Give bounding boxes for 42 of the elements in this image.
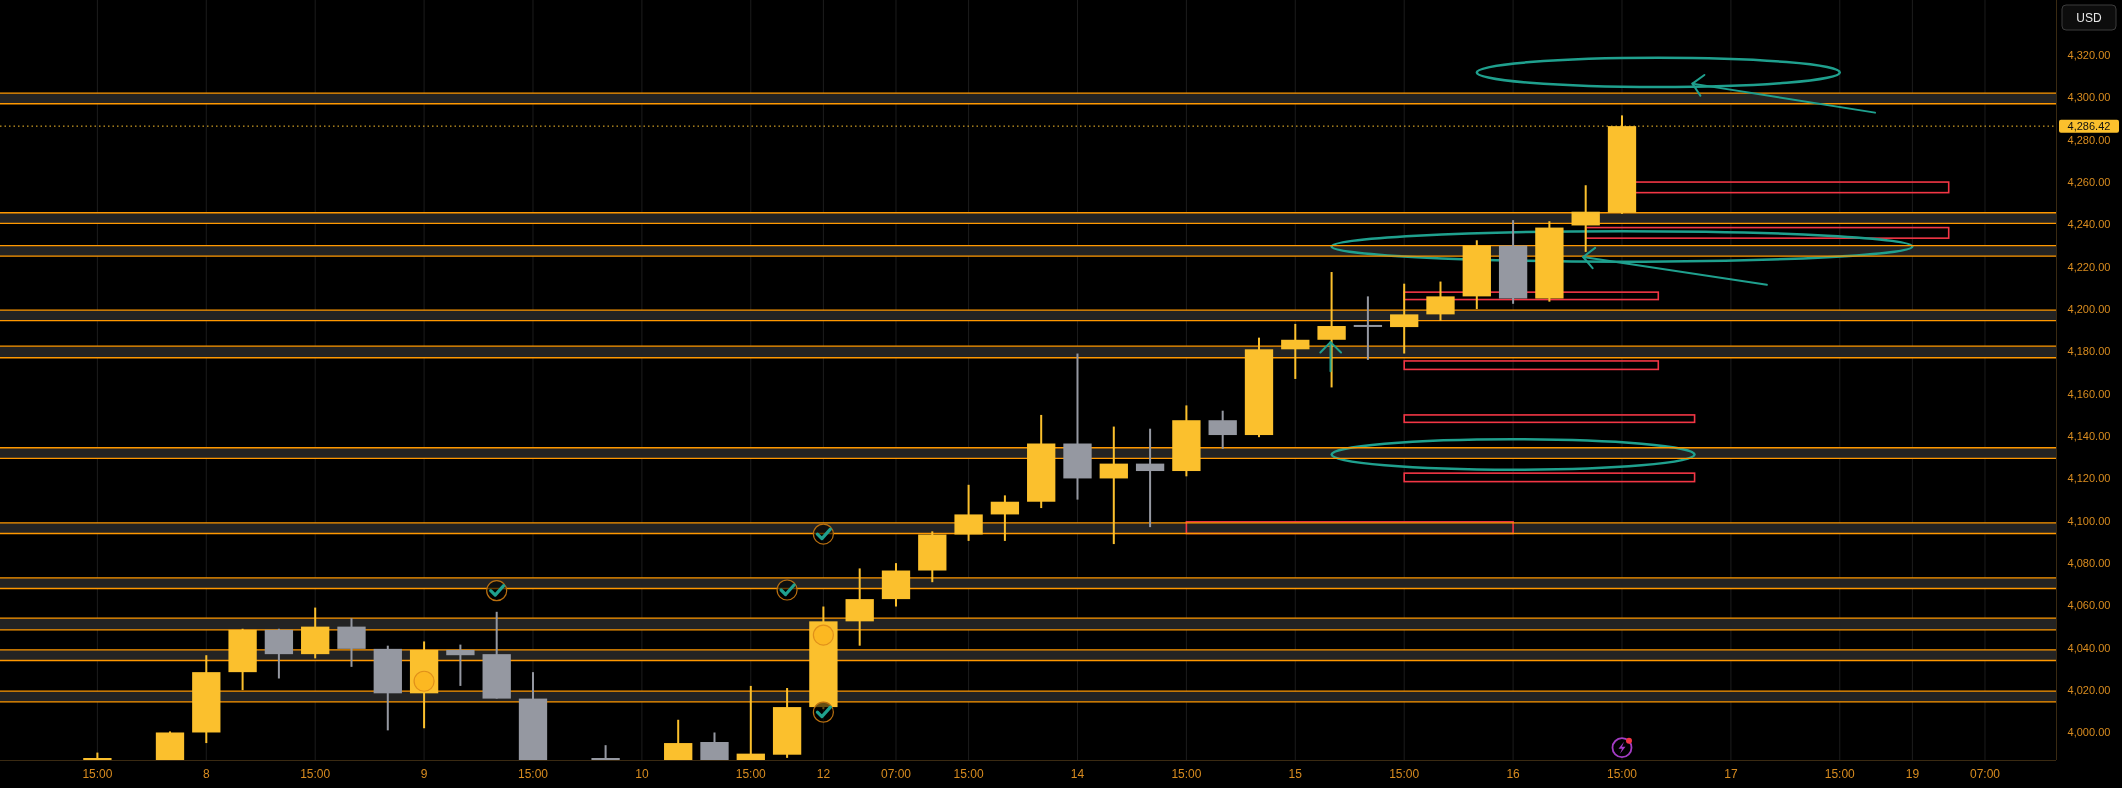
y-tick-label: 4,260.00 — [2067, 175, 2111, 188]
x-tick-label: 15:00 — [300, 767, 331, 781]
x-tick-label: 15:00 — [1824, 767, 1856, 781]
x-tick-label: 19 — [1905, 767, 1920, 781]
x-tick-label: 12 — [816, 767, 831, 781]
y-tick-label: 4,220.00 — [2067, 260, 2111, 273]
x-tick-label: 14 — [1070, 767, 1085, 781]
x-tick-label: 17 — [1724, 767, 1738, 781]
x-tick-label: 15:00 — [1389, 767, 1420, 781]
x-tick-label: 07:00 — [880, 767, 912, 781]
x-tick-label: 07:00 — [1969, 767, 2001, 781]
x-tick-label: 15:00 — [517, 767, 549, 781]
y-tick-label: 4,140.00 — [2067, 429, 2111, 442]
y-tick-label: 4,000.00 — [2067, 726, 2111, 739]
y-tick-label: 4,240.00 — [2067, 218, 2111, 231]
y-tick-label: 4,020.00 — [2067, 683, 2111, 696]
x-tick-label: 15:00 — [82, 767, 113, 781]
x-tick-label: 8 — [202, 767, 210, 781]
y-axis-title: USD — [2076, 10, 2102, 25]
y-tick-label: 4,080.00 — [2067, 556, 2111, 569]
y-tick-label: 4,160.00 — [2067, 387, 2111, 400]
x-tick-label: 15:00 — [1171, 767, 1202, 781]
y-tick-label: 4,320.00 — [2067, 48, 2111, 61]
x-tick-label: 15:00 — [735, 767, 767, 781]
y-tick-label: 4,200.00 — [2067, 302, 2111, 315]
y-tick-label: 4,120.00 — [2067, 472, 2111, 485]
x-tick-label: 10 — [635, 767, 649, 781]
y-tick-label: 4,100.00 — [2067, 514, 2111, 527]
x-tick-label: 15:00 — [1606, 767, 1638, 781]
ref-line-label: 4,286.42 — [2067, 119, 2111, 132]
candlestick — [1353, 296, 1383, 360]
y-tick-label: 4,300.00 — [2067, 91, 2111, 104]
y-tick-label: 4,040.00 — [2067, 641, 2111, 654]
candlestick — [1135, 428, 1165, 528]
y-tick-label: 4,180.00 — [2067, 345, 2111, 358]
x-tick-label: 15 — [1288, 767, 1303, 781]
y-tick-label: 4,280.00 — [2067, 133, 2111, 146]
candlestick — [736, 685, 765, 760]
x-tick-label: 9 — [420, 767, 428, 781]
x-tick-label: 15:00 — [953, 767, 984, 781]
y-tick-label: 4,060.00 — [2067, 599, 2111, 612]
x-tick-label: 16 — [1506, 767, 1521, 781]
